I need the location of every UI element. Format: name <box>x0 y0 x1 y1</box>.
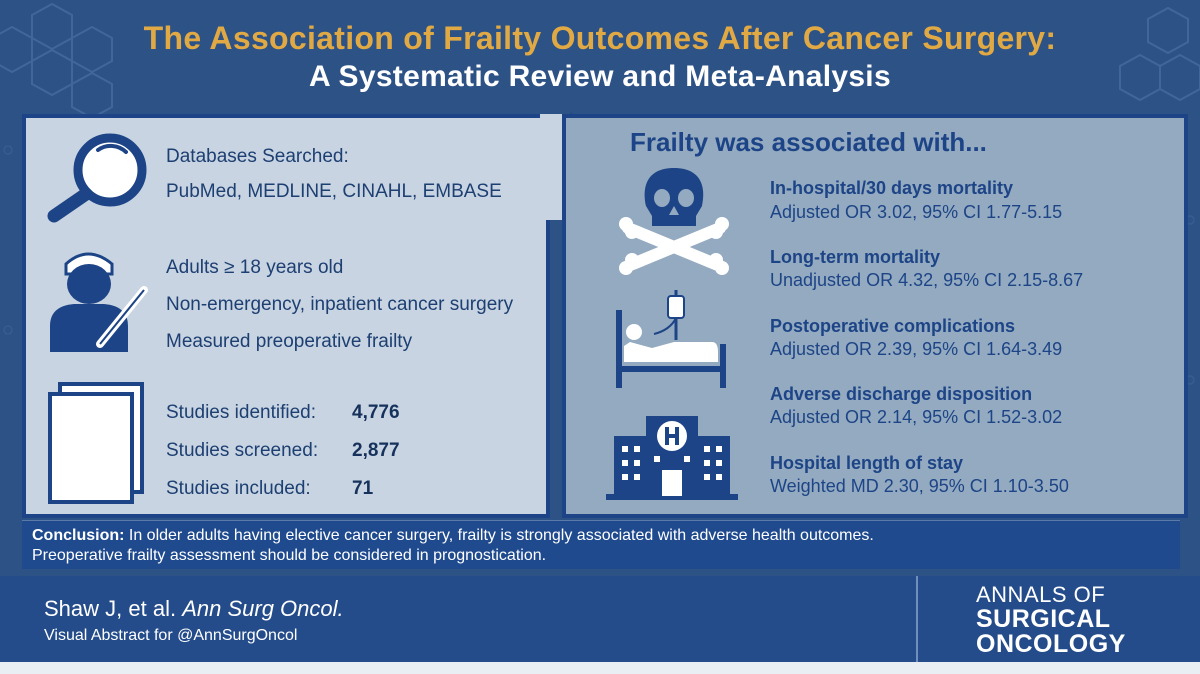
outcome-stat-4: Adjusted OR 2.14, 95% CI 1.52-3.02 <box>770 407 1063 427</box>
databases-list: PubMed, MEDLINE, CINAHL, EMBASE <box>166 181 502 202</box>
studies-identified-value: 4,776 <box>352 402 400 423</box>
title-line-1: The Association of Frailty Outcomes Afte… <box>143 20 1057 56</box>
skull-crossbones-icon <box>619 168 729 275</box>
journal-logo-line-2: SURGICAL <box>976 605 1111 633</box>
studies-screened-label: Studies screened: <box>166 440 319 461</box>
surgeon-icon <box>50 252 148 352</box>
documents-icon <box>48 382 144 504</box>
studies-included-label: Studies included: <box>166 478 311 499</box>
criteria-item-1: Adults ≥ 18 years old <box>166 257 344 278</box>
conclusion-text: Conclusion: In older adults having elect… <box>32 526 1172 566</box>
outcome-stat-2: Unadjusted OR 4.32, 95% CI 2.15-8.67 <box>770 270 1084 290</box>
databases-label: Databases Searched: <box>166 146 349 167</box>
outcome-title-2: Long-term mortality <box>770 247 941 267</box>
footer-divider <box>916 576 918 662</box>
outcome-title-1: In-hospital/30 days mortality <box>770 178 1014 198</box>
journal-logo-line-1: ANNALS OF <box>976 582 1106 607</box>
title-line-2: A Systematic Review and Meta-Analysis <box>309 60 891 93</box>
conclusion-body-2: Preoperative frailty assessment should b… <box>32 547 547 564</box>
criteria-item-3: Measured preoperative frailty <box>166 331 413 352</box>
outcome-stat-3: Adjusted OR 2.39, 95% CI 1.64-3.49 <box>770 339 1063 359</box>
outcome-stat-1: Adjusted OR 3.02, 95% CI 1.77-5.15 <box>770 202 1063 222</box>
magnifier-icon <box>47 133 147 223</box>
outcome-title-4: Adverse discharge disposition <box>770 384 1033 404</box>
conclusion-label: Conclusion: <box>32 527 125 544</box>
conclusion-body: In older adults having elective cancer s… <box>128 527 874 544</box>
criteria-item-2: Non-emergency, inpatient cancer surgery <box>166 294 514 315</box>
visual-abstract-credit: Visual Abstract for @AnnSurgOncol <box>44 627 298 644</box>
outcome-title-5: Hospital length of stay <box>770 453 964 473</box>
footer <box>0 576 1200 662</box>
studies-included-value: 71 <box>352 478 374 499</box>
journal-logo-line-3: ONCOLOGY <box>976 630 1126 658</box>
outcome-title-3: Postoperative complications <box>770 316 1016 336</box>
citation: Shaw J, et al. Ann Surg Oncol. <box>44 596 344 622</box>
studies-screened-value: 2,877 <box>352 440 400 461</box>
outcome-stat-5: Weighted MD 2.30, 95% CI 1.10-3.50 <box>770 476 1069 496</box>
bottom-strip <box>0 662 1200 674</box>
results-heading: Frailty was associated with... <box>630 127 987 157</box>
conclusion-bar <box>22 520 1180 569</box>
hospital-bed-icon <box>616 290 726 388</box>
studies-identified-label: Studies identified: <box>166 402 316 423</box>
hospital-building-icon <box>606 416 738 500</box>
citation-journal: Ann Surg Oncol. <box>182 596 344 621</box>
citation-authors: Shaw J, et al. <box>44 596 177 621</box>
